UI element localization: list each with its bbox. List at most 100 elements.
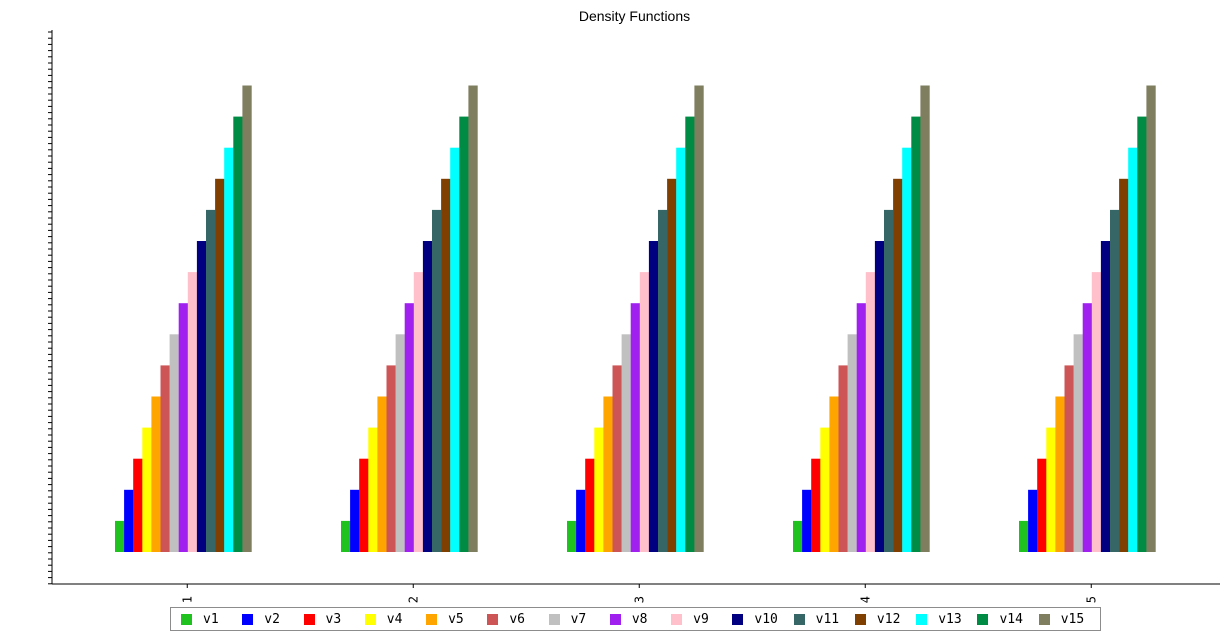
x-tick-label: 3 — [632, 596, 646, 603]
bar-v9-cat-4 — [865, 272, 876, 552]
bar-v12-cat-4 — [893, 178, 903, 553]
legend-swatch — [671, 613, 683, 625]
bar-v1-cat-1 — [115, 520, 125, 552]
legend-item-v12: v12 — [854, 611, 916, 627]
legend-item-v13: v13 — [916, 612, 977, 627]
axes-layer — [48, 30, 1220, 588]
bar-v1-cat-5 — [1019, 520, 1029, 552]
bar-v10-cat-1 — [196, 241, 207, 552]
legend-item-v11: v11 — [793, 611, 855, 627]
bar-v11-cat-4 — [884, 209, 894, 552]
bar-v13-cat-4 — [902, 147, 912, 552]
legend-label: v9 — [693, 611, 709, 627]
chart-title: Density Functions — [578, 8, 691, 24]
bar-v1-cat-2 — [341, 520, 351, 552]
bar-v3-cat-3 — [585, 458, 595, 552]
x-tick-label: 4 — [858, 596, 872, 603]
legend-swatch — [977, 613, 989, 625]
legend-swatch — [364, 613, 376, 625]
bar-v9-cat-2 — [413, 272, 424, 552]
bar-v2-cat-3 — [576, 489, 586, 552]
bar-v10-cat-2 — [422, 241, 433, 552]
legend-swatch — [426, 613, 438, 625]
legend-label: v15 — [1060, 611, 1085, 627]
bar-v13-cat-1 — [224, 147, 234, 552]
bar-v4-cat-5 — [1046, 427, 1056, 552]
bar-v13-cat-2 — [450, 147, 460, 552]
legend-label: v2 — [264, 611, 280, 627]
legend-swatch — [916, 613, 928, 625]
legend-item-v5: v5 — [426, 612, 487, 627]
bars-layer — [115, 85, 1156, 553]
legend-swatch — [303, 613, 315, 625]
legend-label: v14 — [999, 611, 1023, 627]
bar-v9-cat-1 — [187, 272, 198, 552]
legend-item-v15: v15 — [1038, 611, 1100, 627]
bar-v6-cat-3 — [612, 365, 622, 552]
legend-swatch — [793, 613, 805, 625]
bar-v3-cat-4 — [811, 458, 821, 552]
bar-v15-cat-5 — [1146, 85, 1156, 552]
bar-v2-cat-5 — [1028, 489, 1038, 552]
legend-swatch — [609, 613, 621, 625]
legend-label: v7 — [570, 611, 587, 627]
bar-v13-cat-3 — [676, 147, 686, 552]
legend-item-v7: v7 — [548, 611, 610, 627]
bar-v9-cat-5 — [1091, 272, 1102, 552]
bar-v4-cat-2 — [368, 427, 378, 552]
bar-v7-cat-1 — [169, 334, 179, 552]
bar-v11-cat-5 — [1110, 209, 1120, 552]
legend-swatch — [487, 613, 499, 625]
legend-swatch — [242, 613, 254, 625]
x-tick-labels: 1 2 3 4 5 — [180, 596, 1098, 603]
legend-label: v3 — [325, 611, 342, 627]
x-tick-label: 5 — [1084, 596, 1098, 603]
legend-label: v4 — [386, 611, 403, 627]
bar-v8-cat-1 — [178, 303, 188, 552]
bar-v1-cat-4 — [793, 520, 803, 552]
bar-v12-cat-2 — [441, 178, 451, 553]
legend-swatch — [854, 613, 866, 625]
bar-v7-cat-4 — [847, 334, 857, 552]
bar-v2-cat-2 — [350, 489, 360, 552]
bar-v8-cat-3 — [630, 303, 640, 552]
legend-item-v2: v2 — [242, 612, 303, 627]
legend-label: v12 — [876, 611, 901, 627]
bar-v6-cat-4 — [838, 365, 848, 552]
legend-item-v3: v3 — [303, 611, 365, 627]
bar-v2-cat-1 — [124, 489, 134, 552]
legend-swatch — [181, 613, 192, 625]
bar-v15-cat-3 — [694, 85, 704, 552]
bar-v10-cat-3 — [648, 241, 659, 552]
bar-v4-cat-1 — [142, 427, 152, 552]
bar-v5-cat-5 — [1055, 396, 1065, 552]
bar-v14-cat-3 — [685, 116, 695, 552]
bar-v8-cat-4 — [856, 303, 866, 552]
legend-item-v9: v9 — [671, 612, 732, 627]
bar-v5-cat-2 — [377, 396, 387, 552]
legend-label: v1 — [203, 611, 219, 627]
bar-v6-cat-5 — [1064, 365, 1074, 552]
legend-label: v8 — [631, 611, 648, 627]
bar-v3-cat-1 — [133, 458, 143, 552]
legend-label: v11 — [815, 611, 840, 627]
bar-v7-cat-2 — [395, 334, 405, 552]
legend-swatch — [1038, 613, 1050, 625]
legend-label: v5 — [448, 611, 464, 627]
bar-v15-cat-2 — [468, 85, 478, 552]
bar-v12-cat-1 — [215, 178, 225, 553]
bar-v4-cat-3 — [594, 427, 604, 552]
bar-v5-cat-4 — [829, 396, 839, 552]
bar-v3-cat-2 — [359, 458, 369, 552]
legend-label: v6 — [509, 611, 525, 627]
bar-v13-cat-5 — [1128, 147, 1138, 552]
legend-swatch — [732, 613, 744, 625]
bar-v7-cat-3 — [621, 334, 631, 552]
bar-v6-cat-1 — [160, 365, 170, 552]
bar-v1-cat-3 — [567, 520, 577, 552]
legend-swatch — [548, 613, 560, 625]
legend-item-v6: v6 — [487, 612, 548, 627]
bar-v2-cat-4 — [802, 489, 812, 552]
bar-v8-cat-5 — [1082, 303, 1092, 552]
